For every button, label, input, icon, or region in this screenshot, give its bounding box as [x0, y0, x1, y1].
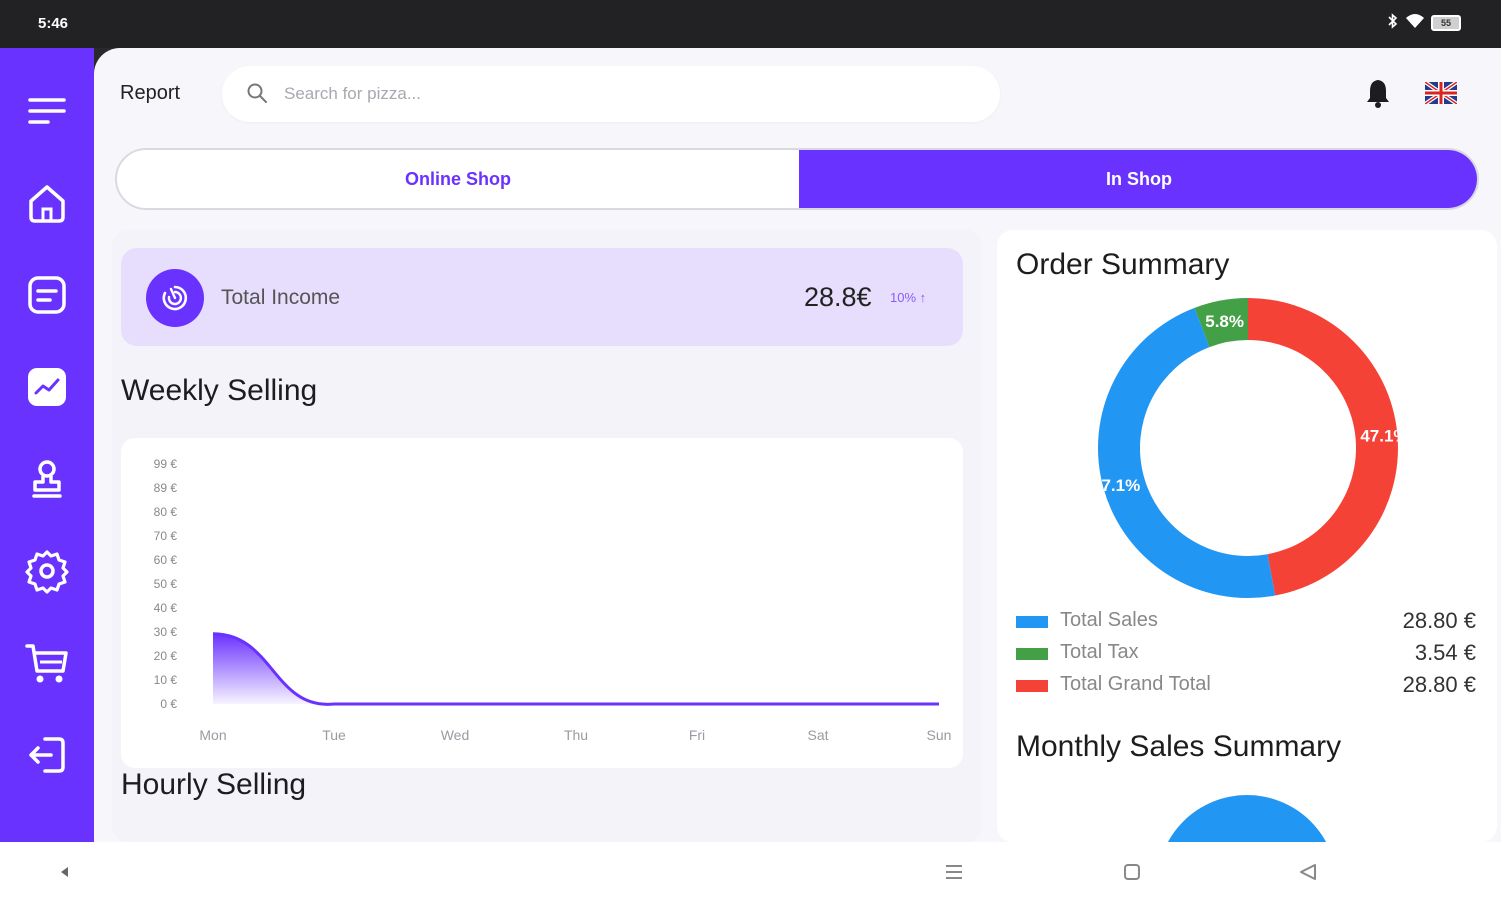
x-tick-label: Wed	[441, 727, 470, 743]
legend-row-total-sales: Total Sales 28.80 €	[1016, 608, 1476, 640]
monthly-sales-title: Monthly Sales Summary	[1016, 730, 1342, 763]
chart-icon[interactable]	[22, 362, 72, 412]
x-tick-label: Tue	[322, 727, 346, 743]
income-change: 10% ↑	[890, 290, 927, 305]
back-triangle-icon[interactable]	[1296, 860, 1320, 884]
y-tick-label: 10 €	[154, 673, 178, 687]
donut-slice-label: 47.1%	[1360, 427, 1403, 446]
search-bar[interactable]	[222, 66, 1000, 122]
home-icon[interactable]	[22, 178, 72, 228]
status-bar: 5:46 55	[0, 0, 1501, 48]
tab-in-shop[interactable]: In Shop	[799, 150, 1477, 208]
system-nav-bar	[0, 842, 1501, 900]
hourly-selling-title: Hourly Selling	[121, 768, 307, 801]
search-icon	[246, 82, 268, 109]
legend-value: 28.80 €	[1402, 672, 1476, 697]
sidebar	[0, 48, 94, 842]
battery-icon: 55	[1431, 14, 1461, 31]
x-tick-label: Thu	[564, 727, 588, 743]
logout-icon[interactable]	[22, 730, 72, 780]
donut-slice-label: 5.8%	[1205, 312, 1244, 331]
right-column: Order Summary 47.1% 47.1% 5.8% Total Sales…	[997, 230, 1497, 842]
bell-icon[interactable]	[1364, 78, 1392, 113]
home-square-icon[interactable]	[1120, 860, 1144, 884]
legend-row-grand-total: Total Grand Total 28.80 €	[1016, 672, 1476, 704]
legend-swatch	[1016, 680, 1048, 692]
donut-slice	[1097, 307, 1276, 598]
legend-label: Total Tax	[1060, 641, 1139, 663]
recents-icon[interactable]	[942, 860, 966, 884]
x-tick-label: Sun	[927, 727, 952, 743]
y-tick-label: 50 €	[154, 577, 178, 591]
shop-tabs: Online Shop In Shop	[115, 148, 1479, 210]
legend-value: 28.80 €	[1402, 608, 1476, 633]
donut-slice	[1248, 298, 1399, 596]
user-icon[interactable]	[22, 454, 72, 504]
left-column: Total Income 28.8€ 10% ↑ Weekly Selling …	[112, 230, 982, 842]
legend-swatch	[1016, 616, 1048, 628]
y-tick-label: 60 €	[154, 553, 178, 567]
y-tick-label: 40 €	[154, 601, 178, 615]
gear-icon[interactable]	[22, 546, 72, 596]
order-summary-title: Order Summary	[1016, 248, 1230, 281]
series-area	[213, 633, 939, 705]
uk-flag-icon[interactable]	[1423, 80, 1459, 106]
series-line	[212, 632, 939, 706]
legend-value: 3.54 €	[1414, 640, 1476, 665]
monthly-chart-partial	[1168, 795, 1326, 842]
back-small-icon[interactable]	[52, 860, 76, 884]
y-tick-label: 89 €	[154, 481, 178, 495]
tab-online-shop[interactable]: Online Shop	[405, 169, 511, 189]
x-tick-label: Sat	[807, 727, 828, 743]
legend-label: Total Grand Total	[1060, 673, 1211, 695]
y-tick-label: 30 €	[154, 625, 178, 639]
income-label: Total Income	[221, 286, 341, 309]
wifi-icon	[1405, 13, 1425, 32]
legend-row-total-tax: Total Tax 3.54 €	[1016, 640, 1476, 672]
weekly-chart: 99 € 89 € 80 € 70 € 60 € 50 € 40 € 30 € 20 € 10 €…	[121, 438, 963, 768]
page-title: Report	[120, 82, 181, 104]
legend-label: Total Sales	[1060, 609, 1158, 631]
total-income-card: Total Income 28.8€ 10% ↑	[121, 248, 963, 346]
bluetooth-icon	[1387, 13, 1399, 32]
hamburger-menu-icon[interactable]	[22, 86, 72, 136]
order-legend: Total Sales 28.80 € Total Tax 3.54 € Tot…	[1016, 608, 1476, 704]
search-input[interactable]	[284, 78, 964, 110]
y-tick-label: 80 €	[154, 505, 178, 519]
cart-icon[interactable]	[22, 638, 72, 688]
income-value: 28.8€	[804, 282, 872, 312]
main-panel: Report Online Shop In Shop Total Income …	[94, 48, 1501, 842]
income-icon	[146, 269, 204, 327]
y-tick-label: 0 €	[160, 697, 177, 711]
x-tick-label: Fri	[689, 727, 705, 743]
donut-slice	[1194, 298, 1248, 348]
weekly-selling-title: Weekly Selling	[121, 374, 318, 407]
receipt-icon[interactable]	[22, 270, 72, 320]
y-tick-label: 20 €	[154, 649, 178, 663]
y-tick-label: 99 €	[154, 457, 178, 471]
y-tick-label: 70 €	[154, 529, 178, 543]
donut-slice-label: 47.1%	[1093, 476, 1140, 495]
status-icons: 55	[1387, 13, 1461, 32]
order-summary-donut: 47.1% 47.1% 5.8%	[1093, 298, 1403, 598]
weekly-chart-svg: 99 € 89 € 80 € 70 € 60 € 50 € 40 € 30 € 20 € 10 €…	[154, 457, 952, 743]
legend-swatch	[1016, 648, 1048, 660]
status-time: 5:46	[38, 15, 69, 32]
x-tick-label: Mon	[199, 727, 226, 743]
